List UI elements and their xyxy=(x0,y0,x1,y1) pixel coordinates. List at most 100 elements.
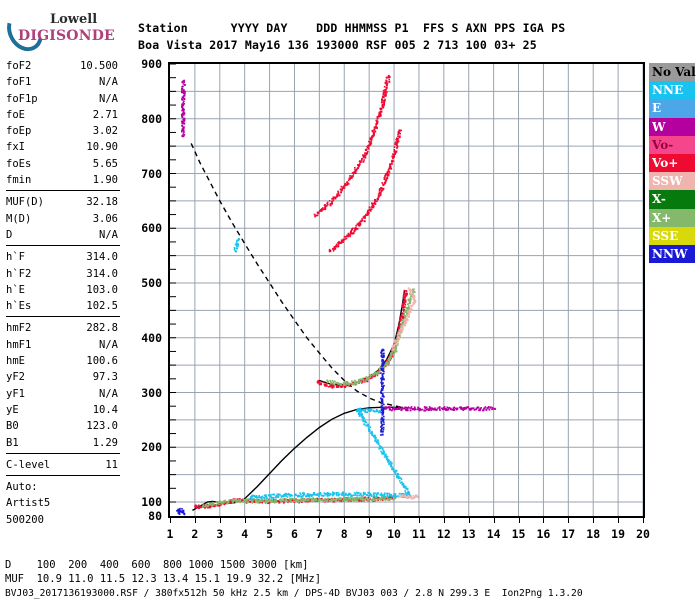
legend-item-nne[interactable]: NNE xyxy=(649,81,695,100)
y-axis-tick-label: 700 xyxy=(141,166,162,181)
x-axis-tick-mark xyxy=(244,518,246,523)
legend-item-x[interactable]: X+ xyxy=(649,208,695,227)
series-2nd-hop-f-trace xyxy=(328,129,402,253)
param-group-profile: hmF2 282.8 hmF1 N/A hmE 100.6 yF2 97.3 yF1 N/… xyxy=(4,320,122,450)
legend-item-label: No Val xyxy=(652,65,696,79)
legend-item-e[interactable]: E xyxy=(649,99,695,118)
param-row: foEs 5.65 xyxy=(6,157,118,170)
legend-item-w[interactable]: W xyxy=(649,117,695,136)
autoscaler-name: Artist5 xyxy=(6,497,51,510)
x-axis-tick-mark xyxy=(369,518,371,523)
y-axis-tick-label: 800 xyxy=(141,111,162,126)
param-row: h`F2 314.0 xyxy=(6,267,118,280)
x-axis-tick-mark xyxy=(568,518,570,523)
param-row: fxI 10.90 xyxy=(6,141,118,154)
x-axis-tick-label: 3 xyxy=(216,527,224,541)
lowell-digisonde-logo: Lowell DIGISONDE xyxy=(0,4,126,58)
series-vo-o-mode-ordinary-red xyxy=(194,289,408,510)
y-axis-tick-label: 900 xyxy=(141,57,162,71)
curve-muf-d-dashed-curve xyxy=(190,143,402,408)
param-row: M(D) 3.06 xyxy=(6,212,118,225)
series-nne-cyan-e-region-scatter xyxy=(233,238,412,501)
param-row: D N/A xyxy=(6,228,118,241)
legend-item-ssw[interactable]: SSW xyxy=(649,172,695,191)
y-axis-tick-label: 400 xyxy=(141,330,162,345)
param-row: h`Es 102.5 xyxy=(6,300,118,313)
x-axis-tick-label: 10 xyxy=(387,527,401,541)
table-divider xyxy=(6,316,120,318)
param-row: yF2 97.3 xyxy=(6,371,118,384)
ionogram-plot-area[interactable] xyxy=(168,62,645,518)
y-axis-tick-label: 200 xyxy=(141,440,162,455)
table-divider xyxy=(6,245,120,247)
legend-item-label: NNW xyxy=(652,246,688,261)
y-axis-tick-label: 80 xyxy=(148,509,162,523)
legend-item-sse[interactable]: SSE xyxy=(649,226,695,245)
legend-item-vo[interactable]: Vo+ xyxy=(649,153,695,173)
param-row: foE 2.71 xyxy=(6,108,118,121)
header-line-values: Boa Vista 2017 May16 136 193000 RSF 005 … xyxy=(138,38,537,52)
param-row: C-level 11 xyxy=(6,458,118,471)
x-axis-tick-mark xyxy=(194,518,196,523)
legend-item-label: X+ xyxy=(652,210,672,225)
x-axis-tick-mark xyxy=(269,518,271,523)
x-axis-tick-mark xyxy=(618,518,620,523)
x-axis-tick-label: 20 xyxy=(636,527,650,541)
y-axis-tick-label: 600 xyxy=(141,221,162,236)
x-axis-tick-mark xyxy=(493,518,495,523)
param-group-frequencies: foF2 10.500 foF1 N/A foF1p N/A foE 2.71 foEp… xyxy=(4,58,122,188)
x-axis-tick-label: 13 xyxy=(461,527,476,541)
series-ssw-pink xyxy=(391,287,419,500)
ionogram-canvas xyxy=(170,64,643,516)
x-axis-tick-label: 12 xyxy=(436,527,451,541)
logo-brand-lowell: Lowell xyxy=(50,12,98,27)
param-row: MUF(D) 32.18 xyxy=(6,196,118,209)
series-nnw-blue xyxy=(176,348,386,516)
x-axis-tick-label: 5 xyxy=(266,527,274,541)
x-axis-tick-mark xyxy=(294,518,296,523)
autoscaler-version: 500200 xyxy=(6,513,44,526)
x-axis-tick-label: 6 xyxy=(291,527,298,541)
param-row: foF2 10.500 xyxy=(6,60,118,72)
legend-item-label: X- xyxy=(652,192,666,207)
param-row: yE 10.4 xyxy=(6,403,118,416)
y-axis-tick-label: 100 xyxy=(141,495,162,509)
footer-file-row: BVJ03_2017136193000.RSF / 380fx512h 50 k… xyxy=(5,588,583,599)
x-axis-tick-mark xyxy=(170,518,171,523)
x-axis-tick-label: 8 xyxy=(340,527,348,541)
table-divider xyxy=(6,452,120,454)
param-row: yF1 N/A xyxy=(6,387,118,400)
param-row: B1 1.29 xyxy=(6,436,118,449)
x-axis-tick-mark xyxy=(593,518,595,523)
param-row: hmE 100.6 xyxy=(6,355,118,368)
param-group-autoscaler: Auto: Artist5 500200 xyxy=(4,479,122,528)
legend-item-vo[interactable]: Vo- xyxy=(649,135,695,154)
param-row: h`F 314.0 xyxy=(6,251,118,264)
param-row: foF1p N/A xyxy=(6,92,118,105)
x-axis-tick-label: 7 xyxy=(315,527,323,541)
x-axis-tick-mark xyxy=(219,518,221,523)
param-row: h`E 103.0 xyxy=(6,283,118,296)
tick-marks xyxy=(170,64,176,503)
x-axis-tick-label: 11 xyxy=(412,527,426,541)
autoscaler-label: Auto: xyxy=(6,481,38,494)
header-line-columns: Station YYYY DAY DDD HHMMSS P1 FFS S AXN… xyxy=(138,21,566,35)
footer-info: D 100 200 400 600 800 1000 1500 3000 [km… xyxy=(5,558,583,601)
legend-item-nnw[interactable]: NNW xyxy=(649,244,695,264)
ionogram-parameter-table: foF2 10.500 foF1 N/A foF1p N/A foE 2.71 foEp… xyxy=(4,58,122,528)
legend-item-label: E xyxy=(652,101,662,116)
param-row: B0 123.0 xyxy=(6,420,118,433)
param-row: hmF1 N/A xyxy=(6,338,118,351)
footer-muf-row: MUF 10.9 11.0 11.5 12.3 13.4 15.1 19.9 3… xyxy=(5,573,322,585)
x-axis-tick-label: 14 xyxy=(486,527,501,541)
legend-item-label: NNE xyxy=(652,83,684,98)
x-axis-tick-label: 17 xyxy=(561,527,576,541)
x-axis-tick-label: 19 xyxy=(611,527,626,541)
legend-item-no-val[interactable]: No Val xyxy=(649,63,696,82)
table-divider xyxy=(6,190,120,192)
x-axis-tick-label: 2 xyxy=(191,527,199,541)
param-group-virtual-heights: h`F 314.0 h`F2 314.0 h`E 103.0 h`Es 102.5 xyxy=(4,249,122,314)
x-axis-tick-label: 4 xyxy=(241,527,249,541)
legend-item-x[interactable]: X- xyxy=(649,190,695,209)
series-3rd-hop-f-trace xyxy=(313,74,391,218)
